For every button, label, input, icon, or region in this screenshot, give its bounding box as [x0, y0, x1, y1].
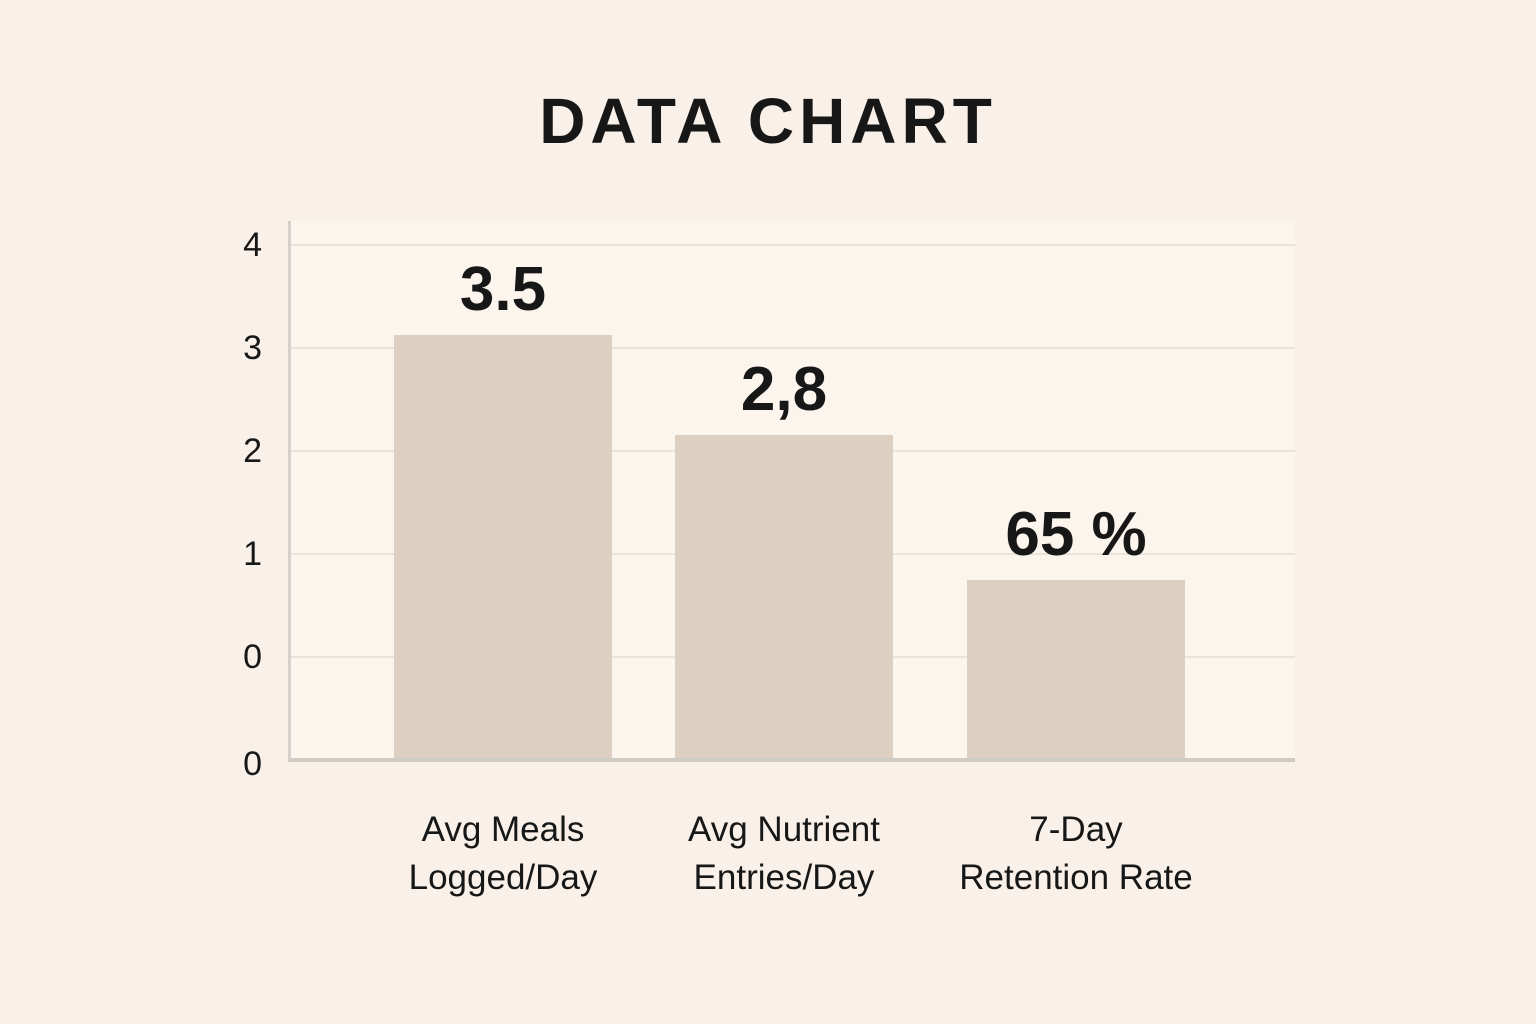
y-tick-label: 3 [243, 329, 262, 367]
category-label-line: Avg Meals [421, 810, 585, 849]
x-axis-baseline [290, 758, 1295, 762]
gridline [290, 347, 1295, 349]
y-tick-label: 1 [243, 535, 262, 573]
bar [675, 435, 893, 758]
bar-value-label: 65 % [1005, 500, 1147, 569]
y-tick-label: 0 [243, 745, 262, 783]
bar [394, 335, 612, 758]
category-label-line: 7-Day [1029, 810, 1123, 849]
y-tick-label: 0 [243, 638, 262, 676]
category-label: Avg Meals Logged/Day [409, 806, 598, 902]
y-axis-line [288, 221, 291, 762]
bar-value-label: 3.5 [459, 255, 547, 324]
gridline [290, 244, 1295, 246]
category-label-line: Logged/Day [408, 858, 598, 897]
chart-title: DATA CHART [539, 85, 997, 157]
y-tick-label: 2 [243, 432, 262, 470]
category-label-line: Avg Nutrient [688, 810, 880, 849]
bar-value-label: 2,8 [740, 355, 828, 424]
category-label: Avg Nutrient Entries/Day [688, 806, 880, 902]
bar [967, 580, 1185, 758]
y-tick-label: 4 [243, 226, 262, 264]
category-label-line: Retention Rate [959, 858, 1193, 897]
category-label-line: Entries/Day [693, 858, 875, 897]
category-label: 7-Day Retention Rate [959, 806, 1192, 902]
